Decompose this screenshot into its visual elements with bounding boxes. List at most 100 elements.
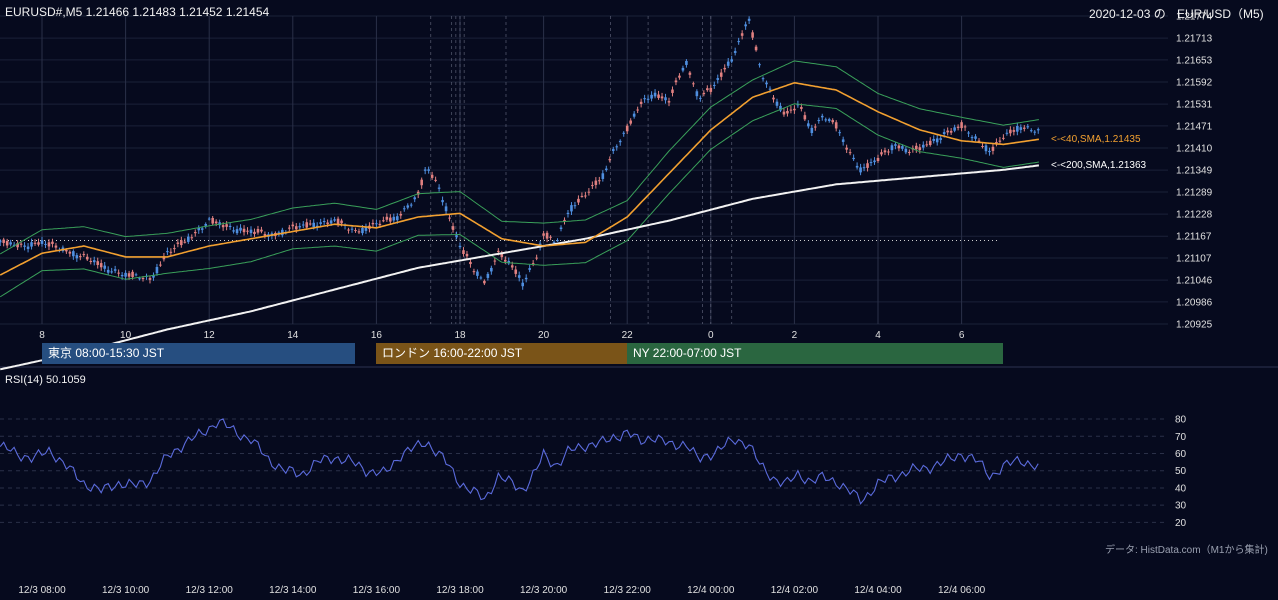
candle-body [451,226,455,230]
candle-body [657,94,660,98]
candle-body [333,219,336,221]
candle-body [838,132,841,134]
candle-body [611,149,615,151]
candle-body [92,260,96,263]
candle-body [507,260,511,264]
candle-body [350,228,354,230]
candle-body [737,41,740,43]
candle-body [859,167,862,173]
price-tick-label: 1.21531 [1176,100,1213,111]
candle-body [584,195,587,197]
candle-body [26,246,30,249]
candle-body [758,64,761,66]
candle-body [591,185,594,187]
candle-body [19,243,23,245]
candle-body [33,242,37,244]
candle-body [79,256,82,258]
session-newyork: NY 22:00-07:00 JST [627,343,1003,364]
candle-body [521,282,524,287]
candle-body [956,126,960,128]
candle-body [294,226,298,230]
candle-body [1036,129,1040,131]
candle-body [263,234,267,236]
candle-body [545,232,549,239]
candle-body [200,228,204,230]
candle-body [681,67,685,71]
candle-body [779,105,782,111]
candle-body [692,83,695,85]
candle-body [503,259,507,262]
candle-body [643,98,646,100]
candle-body [176,242,180,244]
candle-body [162,256,166,260]
candle-body [845,147,848,150]
hour-tick-label: 0 [708,330,714,341]
candle-body [347,229,350,231]
candle-body [375,223,378,225]
candle-body [730,59,733,62]
candle-body [535,257,538,259]
candle-body [796,104,800,106]
candle-body [974,136,977,139]
candle-body [148,278,152,280]
candle-body [85,256,89,260]
candle-body [5,241,9,246]
candle-body [155,266,159,274]
candle-body [291,224,295,227]
candle-body [928,140,932,146]
candle-body [650,94,653,99]
candle-body [465,253,469,257]
candle-body [490,267,493,272]
candle-body [542,233,545,236]
candle-body [187,236,190,242]
candle-body [685,61,688,65]
candle-body [921,144,925,148]
candle-body [1009,129,1012,134]
hour-tick-label: 20 [538,330,550,341]
candle-body [883,150,887,153]
candle-body [152,275,155,278]
candle-body [260,229,263,232]
candle-body [430,174,434,178]
candle-body [246,230,249,232]
candle-body [1012,130,1016,132]
candle-body [807,123,810,127]
candle-body [159,264,162,266]
candle-body [890,145,894,151]
candle-body [517,275,521,278]
candle-body [361,227,364,234]
price-tick-label: 1.21713 [1176,34,1213,45]
candle-body [862,167,866,169]
candle-body [1033,131,1037,133]
candle-body [305,222,309,228]
candle-body [908,151,911,153]
candle-body [782,111,786,115]
sma200-line [0,164,1039,371]
candle-body [751,32,754,38]
candle-body [9,242,12,245]
candle-body [298,226,302,228]
candle-body [622,132,626,134]
price-tick-label: 1.21471 [1176,121,1213,132]
data-credit: データ: HistData.com（M1から集計) [1105,545,1268,556]
candle-body [639,101,643,104]
candle-body [625,125,629,132]
candle-body [75,255,79,259]
hour-tick-label: 18 [454,330,466,341]
rsi-tick-label: 70 [1175,432,1187,443]
bottom-time-label: 12/4 06:00 [938,585,986,596]
bottom-time-label: 12/3 18:00 [436,585,484,596]
candle-body [96,261,100,265]
candle-body [653,92,657,97]
candle-body [678,75,681,78]
candle-body [918,147,922,151]
candle-body [72,251,75,257]
candle-body [904,148,908,153]
rsi-label: RSI(14) 50.1059 [5,374,86,386]
candle-body [660,96,664,99]
candle-body [960,122,963,129]
session-london: ロンドン 16:00-22:00 JST [376,343,628,364]
price-tick-label: 1.21774 [1176,12,1213,23]
candle-body [988,150,991,153]
candle-body [420,179,423,186]
